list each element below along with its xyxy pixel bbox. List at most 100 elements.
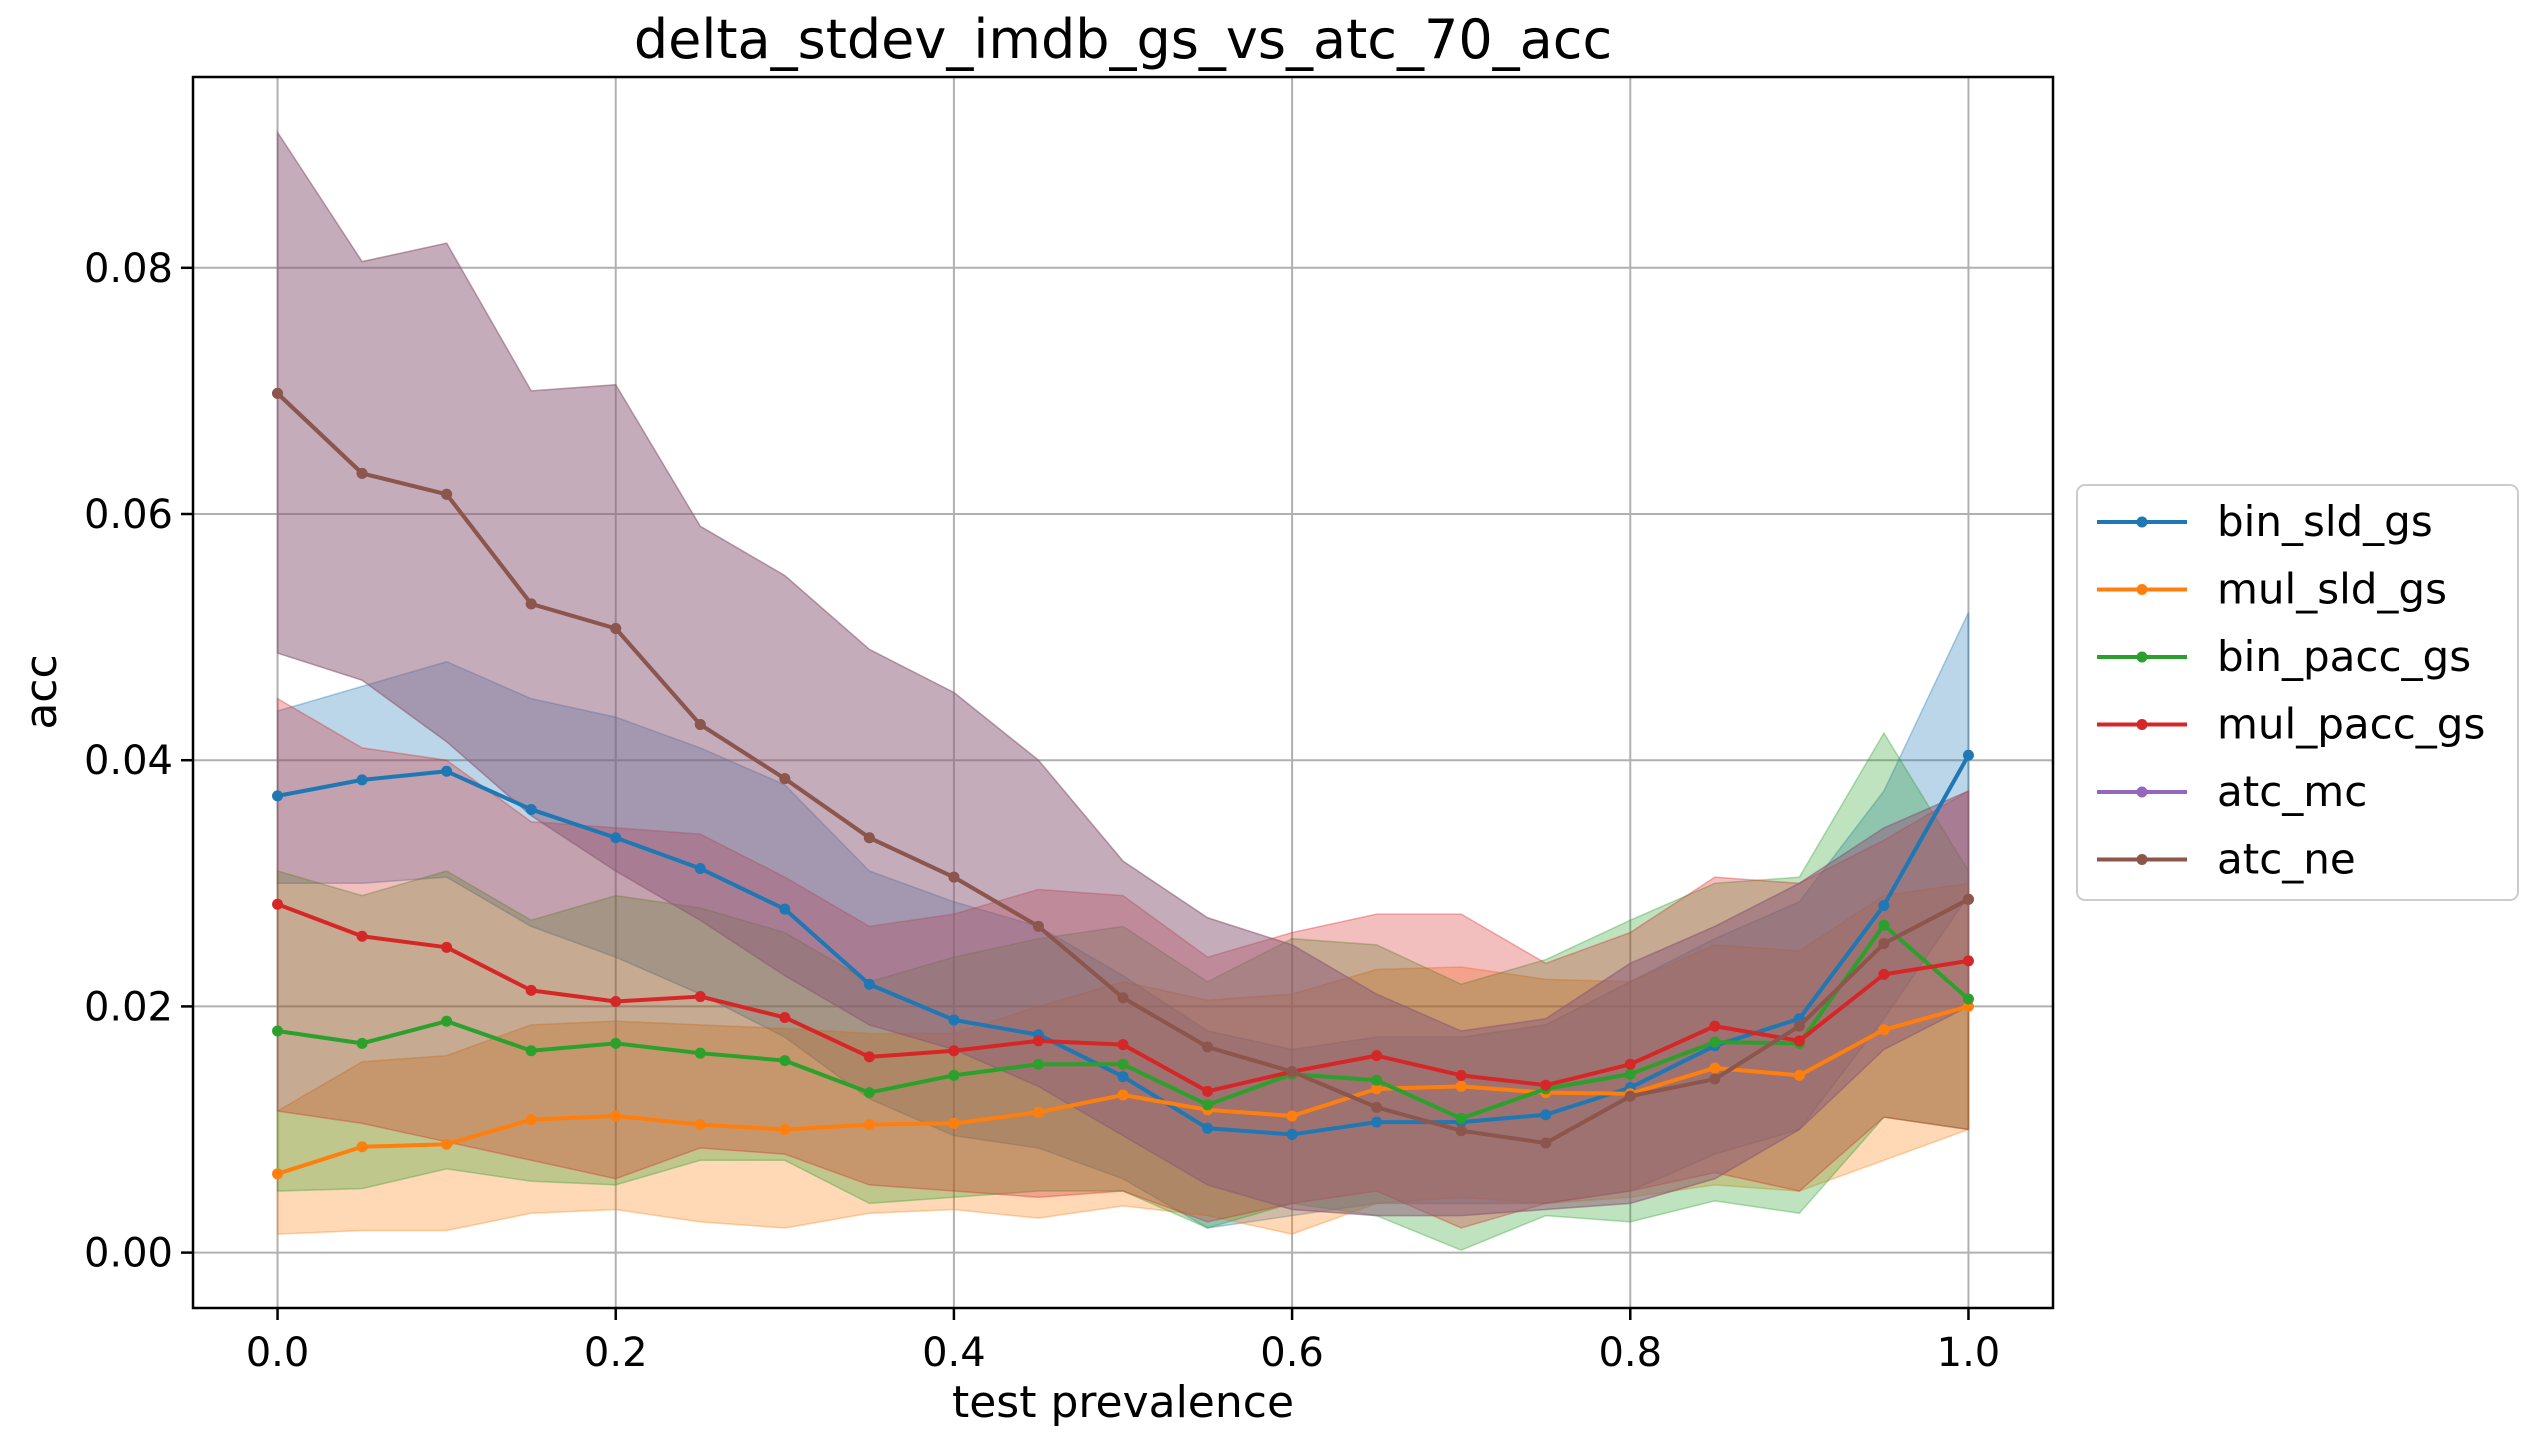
point-bin-pacc-gs bbox=[610, 1037, 622, 1049]
point-mul-sld-gs bbox=[1878, 1024, 1890, 1036]
point-mul-pacc-gs bbox=[525, 984, 537, 996]
point-atc-ne bbox=[356, 467, 368, 479]
y-tick-label: 0.06 bbox=[84, 492, 173, 538]
point-mul-sld-gs bbox=[1032, 1106, 1044, 1118]
point-mul-sld-gs bbox=[863, 1119, 875, 1131]
point-bin-sld-gs bbox=[1962, 749, 1974, 761]
point-atc-ne bbox=[948, 871, 960, 883]
point-mul-sld-gs bbox=[1793, 1069, 1805, 1081]
point-mul-pacc-gs bbox=[1202, 1085, 1214, 1097]
y-axis-label: acc bbox=[16, 654, 67, 729]
point-mul-pacc-gs bbox=[1540, 1079, 1552, 1091]
point-bin-sld-gs bbox=[1286, 1128, 1298, 1140]
point-bin-sld-gs bbox=[779, 903, 791, 915]
point-mul-sld-gs bbox=[694, 1119, 706, 1131]
point-bin-pacc-gs bbox=[441, 1015, 453, 1027]
legend-label-bin-pacc-gs: bin_pacc_gs bbox=[2217, 632, 2471, 681]
point-atc-ne bbox=[1793, 1020, 1805, 1032]
point-atc-ne bbox=[1540, 1137, 1552, 1149]
point-bin-sld-gs bbox=[1202, 1122, 1214, 1134]
point-atc-ne bbox=[441, 488, 453, 500]
point-mul-pacc-gs bbox=[441, 941, 453, 953]
point-mul-sld-gs bbox=[356, 1141, 368, 1153]
point-bin-sld-gs bbox=[272, 790, 284, 802]
point-mul-pacc-gs bbox=[863, 1051, 875, 1063]
point-bin-pacc-gs bbox=[779, 1055, 791, 1067]
point-bin-sld-gs bbox=[863, 978, 875, 990]
point-bin-pacc-gs bbox=[525, 1045, 537, 1057]
x-tick-label: 1.0 bbox=[1937, 1330, 2001, 1376]
point-mul-sld-gs bbox=[610, 1110, 622, 1122]
series-lines bbox=[272, 387, 1974, 1180]
point-bin-pacc-gs bbox=[356, 1037, 368, 1049]
point-atc-ne bbox=[1878, 938, 1890, 950]
x-tick-label: 0.6 bbox=[1260, 1330, 1324, 1376]
point-mul-pacc-gs bbox=[1624, 1058, 1636, 1070]
legend-marker-mul-sld-gs bbox=[2136, 584, 2148, 595]
legend-label-mul-sld-gs: mul_sld_gs bbox=[2217, 565, 2447, 614]
point-bin-sld-gs bbox=[1878, 899, 1890, 911]
point-mul-sld-gs bbox=[948, 1117, 960, 1129]
point-atc-ne bbox=[863, 832, 875, 844]
point-bin-pacc-gs bbox=[1878, 919, 1890, 931]
point-mul-sld-gs bbox=[272, 1168, 284, 1180]
point-mul-pacc-gs bbox=[1117, 1039, 1129, 1051]
x-axis-ticks: 0.0 0.2 0.4 0.6 0.8 1.0 bbox=[246, 1308, 2001, 1376]
point-bin-pacc-gs bbox=[1032, 1058, 1044, 1070]
point-mul-pacc-gs bbox=[1962, 955, 1974, 967]
y-tick-label: 0.00 bbox=[84, 1231, 173, 1277]
point-mul-pacc-gs bbox=[779, 1011, 791, 1023]
x-tick-label: 0.8 bbox=[1598, 1330, 1662, 1376]
y-axis-ticks: 0.00 0.02 0.04 0.06 0.08 bbox=[84, 246, 193, 1277]
point-mul-sld-gs bbox=[779, 1124, 791, 1136]
point-bin-sld-gs bbox=[356, 774, 368, 786]
point-mul-pacc-gs bbox=[1455, 1069, 1467, 1081]
legend-label-atc-ne: atc_ne bbox=[2217, 835, 2356, 884]
legend-label-bin-sld-gs: bin_sld_gs bbox=[2217, 497, 2433, 546]
legend-marker-atc-mc bbox=[2136, 786, 2148, 798]
point-atc-ne bbox=[1032, 920, 1044, 932]
legend-marker-bin-pacc-gs bbox=[2136, 651, 2148, 663]
point-atc-ne bbox=[1202, 1041, 1214, 1053]
point-mul-pacc-gs bbox=[948, 1045, 960, 1057]
point-atc-ne bbox=[694, 719, 706, 731]
point-bin-sld-gs bbox=[441, 765, 453, 777]
point-mul-pacc-gs bbox=[272, 898, 284, 910]
point-atc-ne bbox=[1624, 1090, 1636, 1102]
point-bin-sld-gs bbox=[1117, 1071, 1129, 1083]
point-mul-pacc-gs bbox=[1709, 1020, 1721, 1032]
point-bin-sld-gs bbox=[1371, 1116, 1383, 1128]
point-atc-ne bbox=[272, 387, 284, 399]
point-atc-ne bbox=[525, 598, 537, 610]
grid bbox=[193, 77, 2053, 1308]
point-bin-pacc-gs bbox=[1371, 1074, 1383, 1086]
legend-label-atc-mc: atc_mc bbox=[2217, 767, 2367, 816]
point-bin-pacc-gs bbox=[1117, 1058, 1129, 1070]
point-bin-pacc-gs bbox=[1624, 1068, 1636, 1080]
point-atc-ne bbox=[1709, 1073, 1721, 1085]
point-atc-ne bbox=[1371, 1101, 1383, 1113]
point-bin-pacc-gs bbox=[1455, 1112, 1467, 1124]
point-bin-sld-gs bbox=[610, 832, 622, 844]
point-mul-sld-gs bbox=[1117, 1089, 1129, 1101]
point-mul-pacc-gs bbox=[1371, 1050, 1383, 1062]
point-mul-pacc-gs bbox=[1878, 968, 1890, 980]
point-bin-sld-gs bbox=[694, 863, 706, 875]
point-bin-pacc-gs bbox=[694, 1047, 706, 1059]
legend-label-mul-pacc-gs: mul_pacc_gs bbox=[2217, 700, 2485, 749]
point-atc-ne bbox=[1286, 1066, 1298, 1078]
point-bin-pacc-gs bbox=[863, 1087, 875, 1099]
legend-frame bbox=[2076, 484, 2519, 901]
y-tick-label: 0.08 bbox=[84, 246, 173, 292]
point-bin-sld-gs bbox=[1540, 1109, 1552, 1121]
point-atc-ne bbox=[1962, 893, 1974, 905]
y-tick-label: 0.04 bbox=[84, 738, 173, 784]
point-atc-ne bbox=[610, 622, 622, 634]
x-axis-label: test prevalence bbox=[952, 1377, 1294, 1428]
point-atc-ne bbox=[779, 773, 791, 785]
point-bin-sld-gs bbox=[948, 1014, 960, 1026]
point-bin-pacc-gs bbox=[1709, 1036, 1721, 1048]
point-mul-pacc-gs bbox=[1793, 1035, 1805, 1047]
x-tick-label: 0.0 bbox=[246, 1330, 310, 1376]
